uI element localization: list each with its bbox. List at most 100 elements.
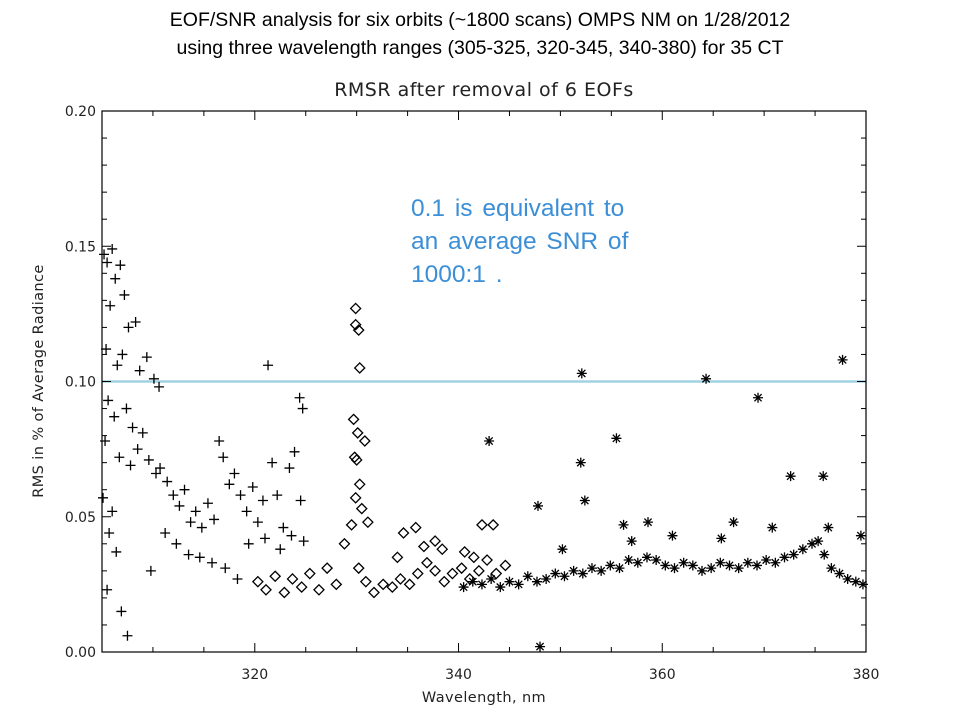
data-point-plus	[145, 565, 156, 576]
data-point-diamond	[487, 518, 500, 531]
data-point-asterisk	[826, 563, 837, 574]
data-point-plus	[150, 468, 161, 479]
data-point-diamond	[330, 578, 343, 591]
data-point-asterisk	[596, 565, 607, 576]
data-point-plus	[286, 530, 297, 541]
data-point-diamond	[347, 413, 360, 426]
data-point-diamond	[417, 540, 430, 553]
data-point-plus	[190, 506, 201, 517]
data-point-asterisk	[724, 560, 735, 571]
data-point-plus	[202, 498, 213, 509]
data-point-asterisk	[706, 563, 717, 574]
x-tick-label: 320	[241, 667, 268, 683]
data-point-asterisk	[535, 641, 546, 652]
data-point-asterisk	[753, 392, 764, 403]
data-point-asterisk	[557, 544, 568, 555]
data-point-plus	[224, 479, 235, 490]
data-point-plus	[232, 573, 243, 584]
data-point-diamond	[338, 537, 351, 550]
data-point-plus	[229, 468, 240, 479]
data-point-diamond	[260, 583, 272, 596]
data-point-plus	[298, 536, 309, 547]
data-point-diamond	[353, 478, 366, 491]
data-point-plus	[102, 257, 113, 268]
data-point-plus	[185, 517, 196, 528]
data-point-plus	[117, 349, 128, 360]
data-point-asterisk	[504, 576, 515, 587]
data-point-asterisk	[484, 436, 495, 447]
data-point-plus	[112, 360, 123, 371]
data-point-plus	[110, 273, 121, 284]
data-point-plus	[114, 452, 125, 463]
data-point-plus	[259, 533, 270, 544]
snr-annotation-line-2: an average SNR of	[411, 228, 629, 255]
data-point-asterisk	[576, 368, 587, 379]
data-point-plus	[297, 403, 308, 414]
x-tick-label: 380	[853, 667, 880, 683]
data-point-diamond	[353, 362, 366, 374]
data-point-plus	[162, 476, 173, 487]
data-point-plus	[209, 514, 220, 525]
data-point-asterisk	[623, 555, 634, 566]
data-point-diamond	[313, 583, 325, 596]
data-point-asterisk	[761, 555, 772, 566]
data-point-plus	[218, 452, 229, 463]
data-point-diamond	[358, 435, 371, 447]
data-point-asterisk	[834, 568, 845, 579]
data-point-plus	[294, 392, 305, 403]
data-point-plus	[168, 490, 179, 501]
data-point-plus	[160, 527, 171, 538]
data-point-plus	[241, 506, 252, 517]
data-point-asterisk	[678, 557, 689, 568]
data-point-asterisk	[486, 573, 497, 584]
data-point-plus	[284, 463, 295, 474]
data-point-plus	[132, 444, 143, 455]
data-point-plus	[278, 522, 289, 533]
data-point-asterisk	[842, 573, 853, 584]
chart-title: RMSR after removal of 6 EOFs	[334, 79, 634, 101]
data-point-asterisk	[728, 517, 739, 528]
data-point-asterisk	[742, 557, 753, 568]
data-point-diamond	[421, 556, 433, 569]
data-point-asterisk	[696, 565, 707, 576]
data-point-plus	[122, 630, 133, 641]
y-tick-label: 0.15	[65, 239, 96, 255]
slide-title-line-2: using three wavelength ranges (305-325, …	[176, 37, 784, 59]
data-point-asterisk	[550, 568, 561, 579]
data-point-diamond	[386, 581, 399, 593]
data-point-diamond	[394, 573, 407, 585]
data-point-plus	[130, 316, 141, 327]
data-point-asterisk	[651, 555, 662, 566]
data-point-diamond	[403, 578, 416, 591]
data-point-diamond	[352, 562, 365, 575]
data-point-asterisk	[823, 522, 834, 533]
data-point-asterisk	[770, 557, 781, 568]
data-point-plus	[125, 460, 136, 471]
data-point-asterisk	[818, 471, 829, 482]
data-point-asterisk	[785, 471, 796, 482]
data-point-plus	[179, 484, 190, 495]
slide-title: EOF/SNR analysis for six orbits (~1800 s…	[0, 6, 960, 62]
data-point-asterisk	[669, 563, 680, 574]
data-point-asterisk	[579, 495, 590, 506]
data-point-asterisk	[618, 519, 629, 530]
data-point-asterisk	[855, 530, 866, 541]
data-point-asterisk	[715, 557, 726, 568]
data-point-asterisk	[687, 560, 698, 571]
slide-title-line-1: EOF/SNR analysis for six orbits (~1800 s…	[169, 9, 791, 31]
data-point-plus	[107, 243, 118, 254]
snr-annotation-line-3: 1000:1 .	[411, 261, 503, 288]
data-point-plus	[137, 427, 148, 438]
y-tick-label: 0.20	[65, 104, 96, 120]
data-point-plus	[101, 344, 112, 355]
data-point-diamond	[467, 551, 480, 564]
data-point-diamond	[269, 570, 282, 583]
data-point-diamond	[397, 527, 410, 539]
data-point-plus	[263, 360, 274, 371]
data-point-asterisk	[605, 560, 616, 571]
y-tick-label: 0.10	[65, 375, 96, 391]
data-point-diamond	[458, 545, 471, 558]
data-point-plus	[134, 365, 145, 376]
data-point-plus	[174, 500, 185, 511]
data-point-asterisk	[819, 549, 830, 560]
